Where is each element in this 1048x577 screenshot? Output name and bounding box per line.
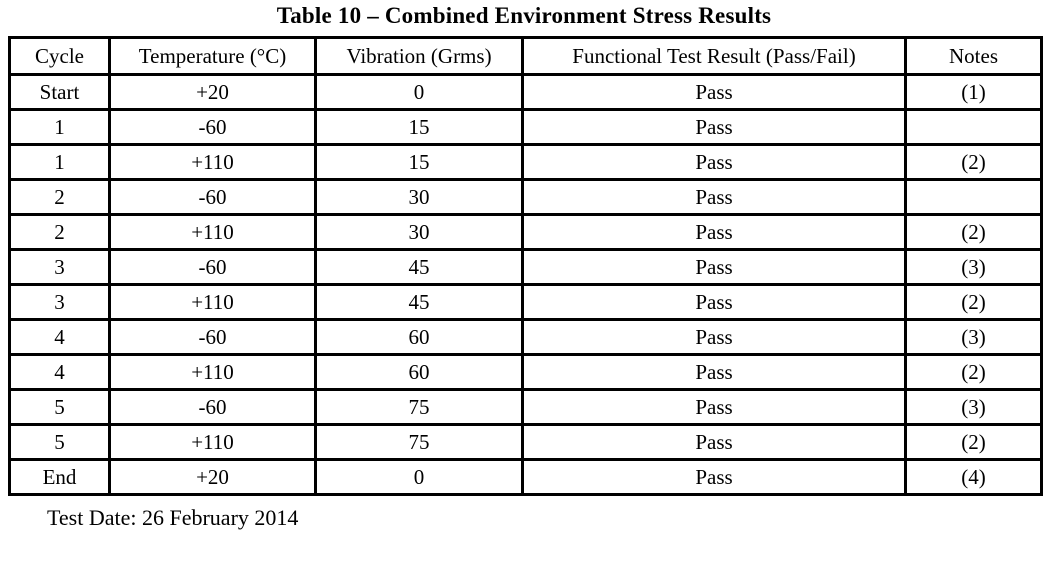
cell-cycle: 3 [8, 283, 111, 321]
cell-notes [904, 178, 1043, 216]
cell-result: Pass [521, 143, 907, 181]
table-row: 3 +110 45 Pass (2) [8, 283, 1043, 321]
cell-vibration: 45 [314, 283, 524, 321]
cell-temperature: -60 [108, 248, 317, 286]
cell-temperature: -60 [108, 388, 317, 426]
cell-result: Pass [521, 248, 907, 286]
table-row: 1 +110 15 Pass (2) [8, 143, 1043, 181]
stress-results-table: Cycle Temperature (°C) Vibration (Grms) … [8, 36, 1043, 496]
cell-notes: (3) [904, 248, 1043, 286]
cell-temperature: +110 [108, 353, 317, 391]
cell-result: Pass [521, 423, 907, 461]
table-row: Start +20 0 Pass (1) [8, 73, 1043, 111]
cell-notes: (4) [904, 458, 1043, 496]
header-vibration: Vibration (Grms) [314, 36, 524, 76]
cell-vibration: 60 [314, 353, 524, 391]
cell-cycle: Start [8, 73, 111, 111]
cell-vibration: 60 [314, 318, 524, 356]
table-row: 3 -60 45 Pass (3) [8, 248, 1043, 286]
header-row: Cycle Temperature (°C) Vibration (Grms) … [8, 36, 1043, 76]
cell-cycle: 3 [8, 248, 111, 286]
table-row: 4 +110 60 Pass (2) [8, 353, 1043, 391]
cell-cycle: 2 [8, 178, 111, 216]
cell-result: Pass [521, 458, 907, 496]
table-row: 5 -60 75 Pass (3) [8, 388, 1043, 426]
header-cycle: Cycle [8, 36, 111, 76]
cell-temperature: -60 [108, 318, 317, 356]
header-temperature: Temperature (°C) [108, 36, 317, 76]
cell-temperature: +110 [108, 283, 317, 321]
cell-vibration: 0 [314, 73, 524, 111]
cell-notes: (3) [904, 388, 1043, 426]
table-row: 5 +110 75 Pass (2) [8, 423, 1043, 461]
cell-cycle: 2 [8, 213, 111, 251]
cell-result: Pass [521, 108, 907, 146]
table-row: 2 +110 30 Pass (2) [8, 213, 1043, 251]
cell-cycle: 1 [8, 143, 111, 181]
table-row: End +20 0 Pass (4) [8, 458, 1043, 496]
cell-temperature: -60 [108, 178, 317, 216]
cell-result: Pass [521, 318, 907, 356]
cell-vibration: 15 [314, 143, 524, 181]
cell-result: Pass [521, 353, 907, 391]
cell-notes: (2) [904, 423, 1043, 461]
cell-cycle: 4 [8, 353, 111, 391]
cell-temperature: +110 [108, 213, 317, 251]
cell-result: Pass [521, 388, 907, 426]
cell-cycle: 5 [8, 423, 111, 461]
cell-result: Pass [521, 178, 907, 216]
cell-vibration: 75 [314, 388, 524, 426]
cell-cycle: 4 [8, 318, 111, 356]
cell-result: Pass [521, 283, 907, 321]
table-row: 1 -60 15 Pass [8, 108, 1043, 146]
cell-cycle: 5 [8, 388, 111, 426]
header-notes: Notes [904, 36, 1043, 76]
cell-vibration: 30 [314, 213, 524, 251]
cell-vibration: 0 [314, 458, 524, 496]
cell-result: Pass [521, 213, 907, 251]
cell-notes: (2) [904, 213, 1043, 251]
test-date-note: Test Date: 26 February 2014 [47, 505, 299, 530]
cell-temperature: -60 [108, 108, 317, 146]
table-row: 2 -60 30 Pass [8, 178, 1043, 216]
cell-cycle: 1 [8, 108, 111, 146]
table-row: 4 -60 60 Pass (3) [8, 318, 1043, 356]
cell-notes: (2) [904, 283, 1043, 321]
cell-result: Pass [521, 73, 907, 111]
cell-vibration: 15 [314, 108, 524, 146]
cell-notes: (1) [904, 73, 1043, 111]
cell-cycle: End [8, 458, 111, 496]
cell-notes: (3) [904, 318, 1043, 356]
cell-temperature: +20 [108, 458, 317, 496]
header-result: Functional Test Result (Pass/Fail) [521, 36, 907, 76]
cell-notes [904, 108, 1043, 146]
cell-notes: (2) [904, 353, 1043, 391]
cell-temperature: +110 [108, 423, 317, 461]
cell-vibration: 30 [314, 178, 524, 216]
cell-vibration: 45 [314, 248, 524, 286]
cell-notes: (2) [904, 143, 1043, 181]
table-title: Table 10 – Combined Environment Stress R… [276, 3, 772, 28]
cell-temperature: +20 [108, 73, 317, 111]
cell-temperature: +110 [108, 143, 317, 181]
cell-vibration: 75 [314, 423, 524, 461]
